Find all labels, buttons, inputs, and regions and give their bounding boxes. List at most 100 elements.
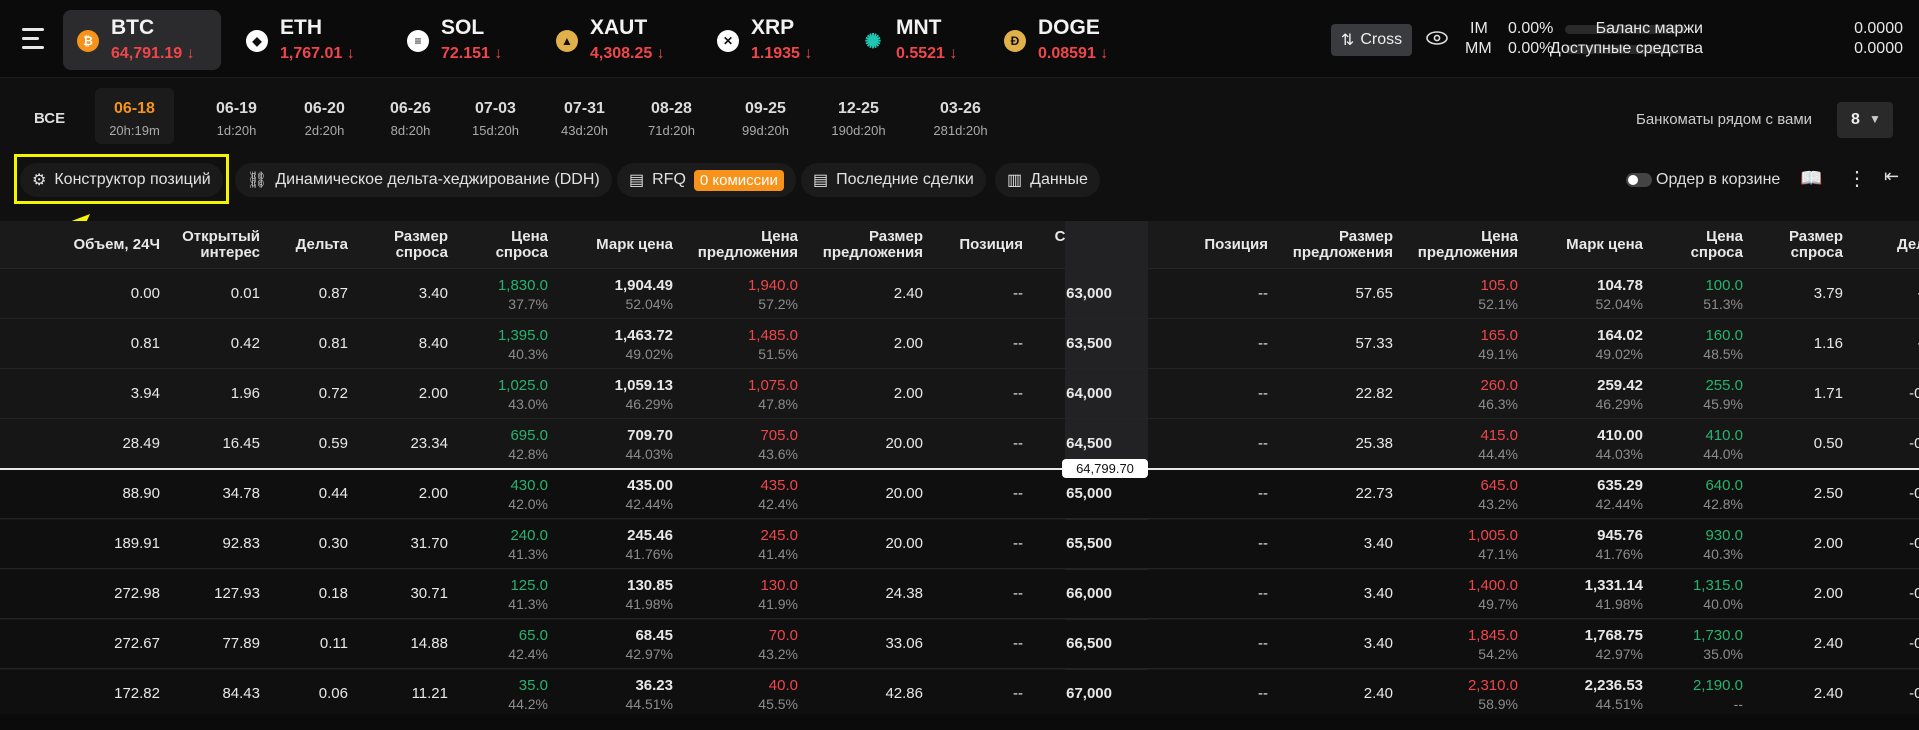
table-row[interactable]: 28.49 16.45 0.59 23.34 695.0 42.8% 709.70 44.03… [0, 420, 1919, 469]
col-header-mark[interactable]: Марк цена [596, 236, 673, 253]
col-header-r-ask-size[interactable]: Размер предложения [1292, 228, 1393, 261]
col-header-r-position[interactable]: Позиция [1204, 236, 1268, 253]
cell-rbid[interactable]: 1,730.0 35.0% [1692, 627, 1743, 662]
cell-mark[interactable]: 1,904.49 52.04% [614, 277, 673, 312]
expiry-tab-06-19[interactable]: 06-19 1d:20h [197, 100, 276, 138]
coin-tab-eth[interactable]: ◆ ETH 1,767.01 ↓ [232, 10, 382, 70]
cell-rask[interactable]: 645.0 43.2% [1478, 477, 1518, 512]
cell-bid[interactable]: 240.0 41.3% [508, 527, 548, 562]
cell-mark[interactable]: 1,059.13 46.29% [614, 377, 673, 412]
expiry-tab-06-18[interactable]: 06-18 20h:19m [95, 100, 174, 138]
col-header-r-ask[interactable]: Цена предложения [1417, 228, 1518, 261]
coin-tab-btc[interactable]: ₿ BTC 64,791.19 ↓ [63, 10, 221, 70]
cell-mark[interactable]: 709.70 44.03% [625, 427, 673, 462]
cell-rmark[interactable]: 2,236.53 44.51% [1584, 677, 1643, 712]
cell-bid[interactable]: 430.0 42.0% [508, 477, 548, 512]
expiry-tab-07-31[interactable]: 07-31 43d:20h [545, 100, 624, 138]
cell-ask[interactable]: 1,075.0 47.8% [747, 377, 798, 412]
cell-ask[interactable]: 1,485.0 51.5% [747, 327, 798, 362]
col-header-ask-size[interactable]: Размер предложения [822, 228, 923, 261]
cell-rmark[interactable]: 945.76 41.76% [1595, 527, 1643, 562]
cell-rmark[interactable]: 635.29 42.44% [1595, 477, 1643, 512]
cell-rbid[interactable]: 930.0 40.3% [1703, 527, 1743, 562]
col-header-delta[interactable]: Дельта [295, 236, 348, 253]
cell-rbid[interactable]: 2,190.0 -- [1692, 677, 1743, 712]
cell-ask[interactable]: 435.0 42.4% [758, 477, 798, 512]
cell-bid[interactable]: 695.0 42.8% [508, 427, 548, 462]
cell-rbid[interactable]: 640.0 42.8% [1703, 477, 1743, 512]
data-button[interactable]: ▥ Данные [995, 163, 1100, 197]
cell-rmark[interactable]: 104.78 52.04% [1595, 277, 1643, 312]
cell-ask[interactable]: 1,940.0 57.2% [747, 277, 798, 312]
cell-rbid[interactable]: 1,315.0 40.0% [1692, 577, 1743, 612]
table-row[interactable]: 272.98 127.93 0.18 30.71 125.0 41.3% 130.85 41.… [0, 570, 1919, 619]
expiry-tab-06-26[interactable]: 06-26 8d:20h [371, 100, 450, 138]
cell-rask[interactable]: 2,310.0 58.9% [1467, 677, 1518, 712]
col-header-r-mark[interactable]: Марк цена [1566, 236, 1643, 253]
cell-ask[interactable]: 70.0 43.2% [758, 627, 798, 662]
cell-mark[interactable]: 435.00 42.44% [625, 477, 673, 512]
collapse-icon[interactable]: ⇤ [1884, 166, 1900, 186]
book-icon[interactable]: 📖 [1800, 168, 1823, 188]
table-row[interactable]: 172.82 84.43 0.06 11.21 35.0 44.2% 36.23 44.51%… [0, 670, 1919, 719]
cell-rask[interactable]: 1,845.0 54.2% [1467, 627, 1518, 662]
col-header-r-bid-size[interactable]: Размер спроса [1788, 228, 1843, 261]
cell-mark[interactable]: 68.45 42.97% [625, 627, 673, 662]
col-header-position[interactable]: Позиция [959, 236, 1023, 253]
expiry-tab-06-20[interactable]: 06-20 2d:20h [285, 100, 364, 138]
ddh-button[interactable]: ⛓ Динамическое дельта-хеджирование (DDH) [235, 163, 612, 197]
position-builder-button[interactable]: ⚙ Конструктор позиций [20, 163, 223, 197]
cell-mark[interactable]: 36.23 44.51% [625, 677, 673, 712]
cell-ask[interactable]: 245.0 41.4% [758, 527, 798, 562]
expiry-tab-07-03[interactable]: 07-03 15d:20h [456, 100, 535, 138]
cell-bid[interactable]: 1,025.0 43.0% [497, 377, 548, 412]
table-row[interactable]: 189.91 92.83 0.30 31.70 240.0 41.3% 245.46 41.7… [0, 520, 1919, 569]
cell-rask[interactable]: 105.0 52.1% [1478, 277, 1518, 312]
col-header-r-delta[interactable]: Дель [1897, 236, 1919, 253]
cell-rask[interactable]: 1,005.0 47.1% [1467, 527, 1518, 562]
cell-rmark[interactable]: 1,331.14 41.98% [1584, 577, 1643, 612]
col-header-volume[interactable]: Объем, 24Ч [73, 236, 160, 253]
coin-tab-doge[interactable]: Ð DOGE 0.08591 ↓ [990, 10, 1140, 70]
coin-tab-sol[interactable]: ≡ SOL 72.151 ↓ [393, 10, 533, 70]
cell-ask[interactable]: 705.0 43.6% [758, 427, 798, 462]
col-header-r-bid[interactable]: Цена спроса [1690, 228, 1743, 261]
table-row[interactable]: 0.00 0.01 0.87 3.40 1,830.0 37.7% 1,904.49 52.0… [0, 270, 1919, 319]
col-header-oi[interactable]: Открытый интерес [182, 228, 260, 261]
cell-rask[interactable]: 165.0 49.1% [1478, 327, 1518, 362]
cell-rask[interactable]: 1,400.0 49.7% [1467, 577, 1518, 612]
cross-margin-button[interactable]: ⇅ Cross [1331, 24, 1412, 56]
coin-tab-xrp[interactable]: ✕ XRP 1.1935 ↓ [703, 10, 837, 70]
cell-rbid[interactable]: 160.0 48.5% [1703, 327, 1743, 362]
col-header-bid[interactable]: Цена спроса [495, 228, 548, 261]
more-icon[interactable]: ⋮ [1847, 168, 1867, 190]
recent-trades-button[interactable]: ▤ Последние сделки [801, 163, 986, 197]
coin-tab-xaut[interactable]: ▲ XAUT 4,308.25 ↓ [542, 10, 692, 70]
rfq-button[interactable]: ▤ RFQ 0 комиссии [617, 163, 796, 197]
cell-bid[interactable]: 1,830.0 37.7% [497, 277, 548, 312]
cell-bid[interactable]: 35.0 44.2% [508, 677, 548, 712]
cell-mark[interactable]: 130.85 41.98% [625, 577, 673, 612]
cell-rask[interactable]: 260.0 46.3% [1478, 377, 1518, 412]
expiry-tab-08-28[interactable]: 08-28 71d:20h [632, 100, 711, 138]
menu-icon[interactable] [22, 28, 48, 50]
cell-bid[interactable]: 125.0 41.3% [508, 577, 548, 612]
cell-ask[interactable]: 40.0 45.5% [758, 677, 798, 712]
expiry-tab-09-25[interactable]: 09-25 99d:20h [726, 100, 805, 138]
table-row[interactable]: 88.90 34.78 0.44 2.00 430.0 42.0% 435.00 42.44%… [0, 470, 1919, 519]
cell-ask[interactable]: 130.0 41.9% [758, 577, 798, 612]
coin-tab-mnt[interactable]: ✺ MNT 0.5521 ↓ [848, 10, 984, 70]
cell-bid[interactable]: 1,395.0 40.3% [497, 327, 548, 362]
cell-rbid[interactable]: 410.0 44.0% [1703, 427, 1743, 462]
table-row[interactable]: 3.94 1.96 0.72 2.00 1,025.0 43.0% 1,059.13 46.2… [0, 370, 1919, 419]
basket-toggle[interactable] [1626, 173, 1652, 187]
atm-select[interactable]: 8 ▼ [1837, 102, 1893, 138]
cell-rmark[interactable]: 259.42 46.29% [1595, 377, 1643, 412]
cell-bid[interactable]: 65.0 42.4% [508, 627, 548, 662]
eye-icon[interactable] [1426, 31, 1448, 45]
cell-mark[interactable]: 245.46 41.76% [625, 527, 673, 562]
cell-rmark[interactable]: 410.00 44.03% [1595, 427, 1643, 462]
expiry-tab-12-25[interactable]: 12-25 190d:20h [819, 100, 898, 138]
cell-rmark[interactable]: 1,768.75 42.97% [1584, 627, 1643, 662]
cell-rmark[interactable]: 164.02 49.02% [1595, 327, 1643, 362]
